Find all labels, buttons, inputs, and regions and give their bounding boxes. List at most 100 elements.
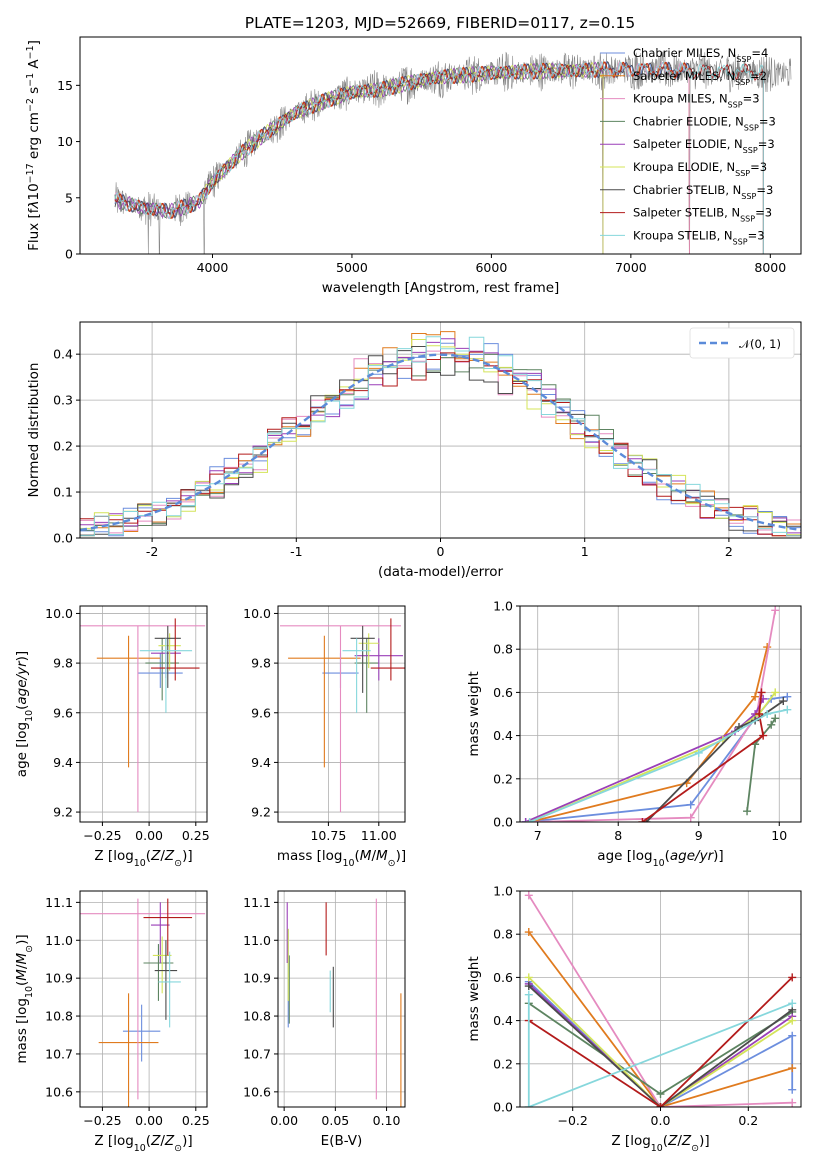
errorbar-point-6 bbox=[152, 936, 172, 994]
axes-frame bbox=[79, 890, 208, 1108]
errorbar-point-7 bbox=[350, 625, 375, 693]
weight-marker bbox=[524, 891, 533, 900]
errorbar-point-9 bbox=[139, 638, 193, 713]
x-tick-label: 0.05 bbox=[321, 1113, 349, 1128]
x-tick-label: 4000 bbox=[197, 260, 229, 275]
weight-line bbox=[645, 700, 784, 822]
y-tick-label: 5 bbox=[65, 190, 73, 205]
x-tick-label: 0.25 bbox=[182, 1113, 210, 1128]
x-tick-label: −0.25 bbox=[83, 1113, 121, 1128]
y-tick-label: 10.8 bbox=[45, 1009, 73, 1024]
errorbar-point-8 bbox=[143, 898, 193, 956]
y-axis-label: mass weight bbox=[466, 671, 482, 756]
y-tick-label: 9.8 bbox=[251, 656, 271, 671]
y-tick-label: 10.8 bbox=[243, 1009, 271, 1024]
panel-age_vs_Z: −0.25 0.00 0.25 9.2 9.4 9.6 9.8 10.0 Z [log10(Z/… bbox=[14, 605, 210, 869]
x-tick-label: 7 bbox=[534, 828, 542, 843]
y-tick-label: 0.2 bbox=[493, 771, 513, 786]
errorbar-point-3 bbox=[80, 898, 206, 1100]
y-tick-label: 10.9 bbox=[243, 971, 271, 986]
weight-marker bbox=[771, 688, 780, 697]
plot-area bbox=[286, 898, 402, 1107]
normal-curve bbox=[80, 353, 801, 532]
x-tick-label: 9 bbox=[695, 828, 703, 843]
legend-entry: Salpeter STELIB, NSSP=3 bbox=[633, 206, 772, 224]
weight-marker bbox=[763, 710, 772, 718]
axes-frame bbox=[277, 890, 406, 1108]
weight-marker bbox=[788, 1031, 797, 1040]
weight-line bbox=[528, 983, 793, 1107]
weight-marker bbox=[788, 973, 797, 982]
y-axis-label: mass weight bbox=[466, 956, 482, 1041]
y-tick-label: 1.0 bbox=[493, 599, 513, 614]
weight-line bbox=[528, 976, 793, 1107]
legend: Chabrier MILES, NSSP=4 Salpeter MILES, NS… bbox=[600, 46, 776, 246]
weight-line bbox=[529, 610, 777, 822]
y-axis-label: Normed distribution bbox=[26, 363, 42, 498]
weight-marker bbox=[521, 818, 530, 822]
y-tick-label: 15 bbox=[57, 78, 73, 93]
legend-entry: Chabrier ELODIE, NSSP=3 bbox=[633, 114, 776, 131]
y-tick-label: 9.6 bbox=[251, 705, 271, 720]
errorbar-point-6 bbox=[158, 633, 181, 671]
y-tick-label: 11.1 bbox=[243, 895, 271, 910]
weight-marker bbox=[788, 1016, 797, 1025]
weight-marker bbox=[656, 1090, 665, 1099]
errorbar-point-5 bbox=[150, 902, 170, 963]
x-tick-label: 0.25 bbox=[182, 828, 210, 843]
weight-marker bbox=[767, 720, 776, 729]
errorbar-point-4 bbox=[145, 638, 179, 701]
errorbar-point-4 bbox=[143, 944, 174, 1001]
weight-line bbox=[528, 985, 793, 1107]
y-tick-label: 9.4 bbox=[53, 755, 73, 770]
y-tick-label: 0.2 bbox=[53, 439, 73, 454]
y-tick-label: 1.0 bbox=[493, 884, 513, 899]
plot-area bbox=[80, 618, 206, 813]
errorbar-point-9 bbox=[342, 638, 371, 713]
x-tick-label: 11.00 bbox=[361, 828, 397, 843]
y-tick-label: 0.8 bbox=[493, 927, 513, 942]
y-tick-label: 0.4 bbox=[493, 1013, 513, 1028]
weight-marker bbox=[656, 1103, 665, 1107]
y-tick-label: 0.4 bbox=[53, 347, 73, 362]
y-tick-label: 0.2 bbox=[493, 1056, 513, 1071]
x-axis-label: mass [log10(M/M⊙)] bbox=[277, 848, 406, 869]
weight-marker bbox=[524, 928, 533, 937]
y-tick-label: 0.1 bbox=[53, 485, 73, 500]
y-tick-label: 9.8 bbox=[53, 656, 73, 671]
x-tick-label: 0 bbox=[437, 544, 445, 559]
legend-entry: Salpeter ELODIE, NSSP=3 bbox=[633, 137, 775, 155]
y-tick-label: 0.0 bbox=[53, 531, 73, 546]
panel-mass_weight_vs_age: 7 8 9 10 0.0 0.2 0.4 0.6 0.8 1.0 age [log10(age/yr… bbox=[466, 599, 802, 869]
weight-line bbox=[528, 931, 793, 1107]
weight-line bbox=[529, 708, 788, 822]
x-axis-label: E(B-V) bbox=[321, 1133, 363, 1149]
axes-frame bbox=[519, 605, 802, 823]
x-tick-label: 2 bbox=[725, 544, 733, 559]
x-axis-label: Z [log10(Z/Z⊙)] bbox=[94, 1133, 192, 1154]
plot-area bbox=[114, 51, 792, 254]
legend-entry: 𝒩(0, 1) bbox=[739, 337, 781, 351]
legend-entry: Kroupa STELIB, NSSP=3 bbox=[633, 228, 765, 246]
y-tick-label: 0.0 bbox=[493, 815, 513, 830]
y-tick-label: 9.4 bbox=[251, 755, 271, 770]
legend-entry: Chabrier MILES, NSSP=4 bbox=[633, 46, 768, 64]
x-axis-label: (data-model)/error bbox=[378, 564, 504, 580]
model-line-6 bbox=[201, 61, 604, 254]
weight-marker bbox=[788, 1085, 797, 1094]
x-tick-label: 10.75 bbox=[310, 828, 346, 843]
panel-spectrum: 4000 5000 6000 7000 8000 0 5 10 15 wavelength [An… bbox=[25, 36, 802, 296]
weight-series-9 bbox=[525, 705, 792, 822]
x-tick-label: 0.2 bbox=[738, 1113, 758, 1128]
x-tick-label: -2 bbox=[146, 544, 158, 559]
weight-marker bbox=[525, 818, 534, 822]
x-tick-label: 0.00 bbox=[135, 1113, 163, 1128]
y-tick-label: 0 bbox=[65, 247, 73, 262]
weight-marker bbox=[771, 606, 780, 615]
x-tick-label: −0.2 bbox=[558, 1113, 588, 1128]
errorbar-point-1 bbox=[122, 1004, 161, 1062]
errorbar-point-8 bbox=[370, 618, 405, 681]
legend: 𝒩(0, 1) bbox=[689, 327, 795, 359]
plot-area bbox=[80, 898, 206, 1107]
